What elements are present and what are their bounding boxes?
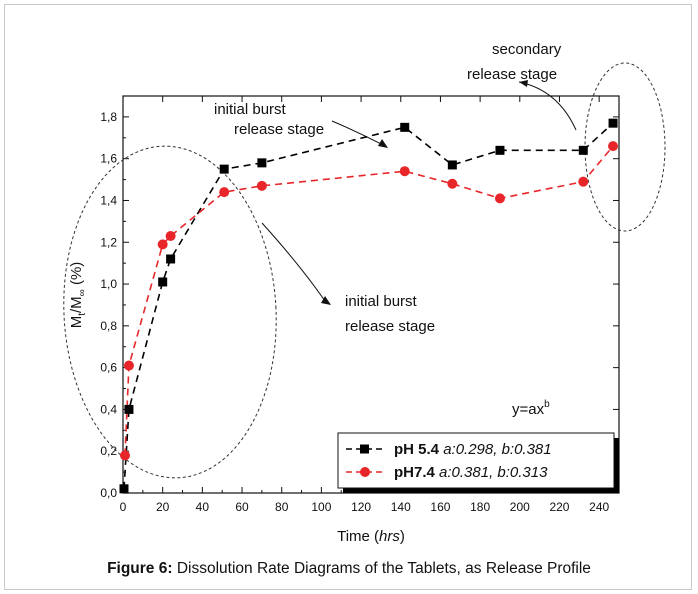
caption-text: Dissolution Rate Diagrams of the Tablets… <box>172 560 591 577</box>
y-tick-label: 1,2 <box>100 235 117 249</box>
chart: 0 20 40 60 80 100 120 140 160 180 200 220 240 0,0 0,2… <box>63 41 666 545</box>
series-line-1 <box>124 145 614 456</box>
data-point-ph54 <box>124 404 134 414</box>
data-point-ph74 <box>256 180 267 191</box>
burst-top-arrow <box>331 120 384 146</box>
legend-marker-ph54 <box>360 444 369 454</box>
data-point-ph54 <box>166 254 176 264</box>
burst-top-label-2: release stage <box>234 121 324 138</box>
data-point-ph74 <box>608 141 619 152</box>
legend-label-ph74: pH7.4 a:0.381, b:0.313 <box>394 464 548 481</box>
x-tick-label: 120 <box>351 500 371 514</box>
data-point-ph54 <box>257 158 267 168</box>
data-point-ph54 <box>219 164 229 174</box>
initial-burst-ellipse <box>63 145 277 479</box>
x-tick-label: 220 <box>549 500 569 514</box>
data-point-ph54 <box>608 118 618 128</box>
x-tick-label: 40 <box>196 500 210 514</box>
data-point-ph54 <box>495 145 505 155</box>
secondary-arrow <box>518 81 577 131</box>
x-tick-label: 200 <box>510 500 530 514</box>
legend-marker-ph74 <box>360 467 370 477</box>
data-point-ph54 <box>578 145 588 155</box>
x-tick-label: 20 <box>156 500 170 514</box>
y-axis: 0,0 0,2 0,4 0,6 0,8 1,0 1,2 1,4 1,6 1,8 <box>100 95 619 500</box>
data-point-ph74 <box>578 176 589 187</box>
y-tick-label: 0,6 <box>100 361 117 375</box>
figure-caption: Figure 6: Dissolution Rate Diagrams of t… <box>0 560 698 578</box>
x-tick-label: 100 <box>311 500 331 514</box>
legend-label-ph54: pH 5.4 a:0.298, b:0.381 <box>394 441 552 458</box>
caption-label: Figure 6: <box>107 560 173 577</box>
burst-mid-arrow <box>261 222 326 302</box>
data-point-ph74 <box>447 178 458 189</box>
data-point-ph54 <box>119 484 129 494</box>
data-point-ph54 <box>447 160 457 170</box>
figure-frame <box>4 4 692 590</box>
burst-mid-arrowhead <box>321 296 331 305</box>
secondary-arrowhead <box>519 80 528 87</box>
y-tick-label: 0,4 <box>100 402 117 416</box>
y-tick-label: 1,6 <box>100 152 117 166</box>
x-tick-label: 140 <box>391 500 411 514</box>
x-axis-title: Time (hrs) <box>337 528 405 545</box>
secondary-label-1: secondary <box>492 41 562 58</box>
y-tick-label: 1,8 <box>100 110 117 124</box>
equation-label: y=axb <box>512 399 550 418</box>
burst-mid-label-2: release stage <box>345 318 435 335</box>
x-axis: 0 20 40 60 80 100 120 140 160 180 200 220 240 <box>120 96 609 514</box>
y-tick-label: 1,4 <box>100 193 117 207</box>
y-tick-label: 0,0 <box>100 486 117 500</box>
burst-mid-label-1: initial burst <box>345 293 418 310</box>
y-tick-label: 0,2 <box>100 444 117 458</box>
data-point-ph74 <box>399 166 410 177</box>
y-tick-label: 0,8 <box>100 319 117 333</box>
secondary-label-2: release stage <box>467 66 557 83</box>
x-tick-label: 160 <box>430 500 450 514</box>
series-markers <box>119 118 619 494</box>
burst-top-arrowhead <box>378 139 388 148</box>
burst-top-label-1: initial burst <box>214 101 287 118</box>
y-tick-label: 1,0 <box>100 277 117 291</box>
y-axis-title: Mt/M∞ (%) <box>68 262 88 329</box>
data-point-ph54 <box>158 277 168 287</box>
data-point-ph74 <box>219 187 230 198</box>
data-point-ph54 <box>400 122 410 132</box>
legend: pH 5.4 a:0.298, b:0.381 pH7.4 a:0.381, b… <box>337 432 619 493</box>
x-tick-label: 60 <box>235 500 249 514</box>
x-tick-label: 240 <box>589 500 609 514</box>
secondary-release-ellipse <box>584 62 666 232</box>
x-tick-label: 0 <box>120 500 127 514</box>
data-point-ph74 <box>494 193 505 204</box>
data-point-ph74 <box>119 450 130 461</box>
x-tick-label: 180 <box>470 500 490 514</box>
data-point-ph74 <box>157 239 168 250</box>
x-tick-label: 80 <box>275 500 289 514</box>
legend-box <box>337 432 615 489</box>
data-point-ph74 <box>165 230 176 241</box>
data-point-ph74 <box>123 360 134 371</box>
